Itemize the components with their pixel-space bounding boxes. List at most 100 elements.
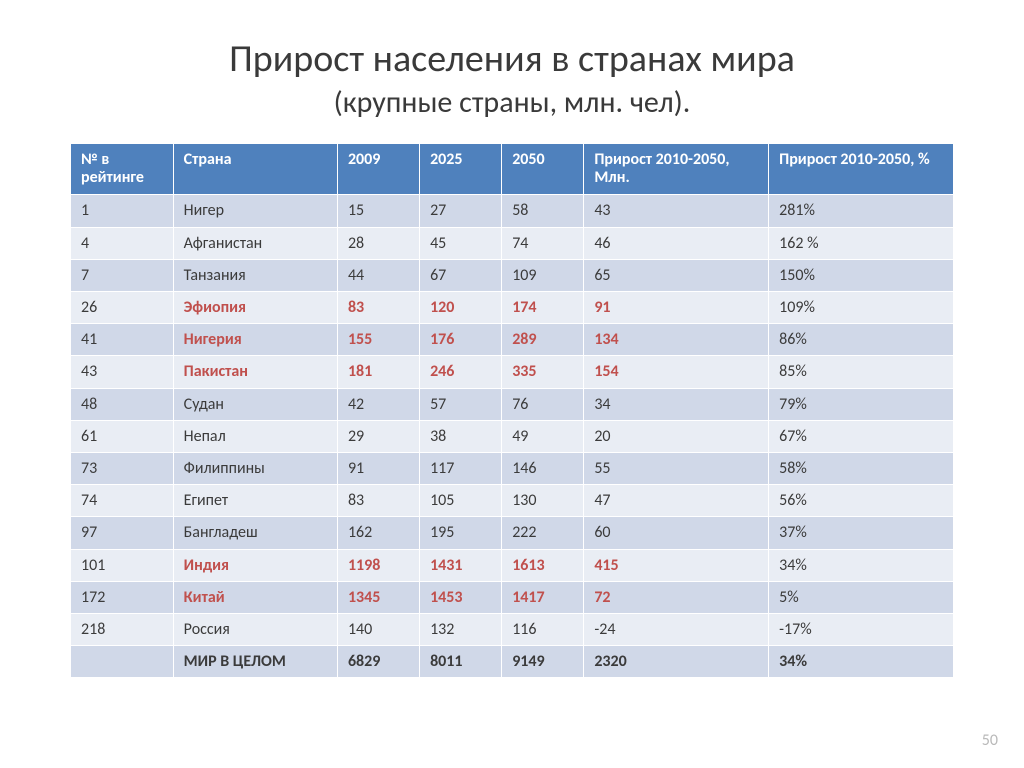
cell: 34%	[769, 646, 954, 678]
cell: Нигерия	[173, 324, 337, 356]
table-row: 1Нигер15275843281%	[71, 195, 954, 227]
cell: 28	[337, 227, 419, 259]
cell: 46	[584, 227, 769, 259]
cell: 162 %	[769, 227, 954, 259]
col-2025: 2025	[420, 143, 502, 195]
cell: Россия	[173, 613, 337, 645]
cell: 34	[584, 388, 769, 420]
cell: 37%	[769, 517, 954, 549]
cell: 4	[71, 227, 174, 259]
cell: 97	[71, 517, 174, 549]
slide-title: Прирост населения в странах мира	[70, 38, 954, 82]
cell: 74	[502, 227, 584, 259]
cell: 195	[420, 517, 502, 549]
cell: 176	[420, 324, 502, 356]
table-row: 43Пакистан18124633515485%	[71, 356, 954, 388]
cell: 67%	[769, 420, 954, 452]
col-2050: 2050	[502, 143, 584, 195]
cell: 76	[502, 388, 584, 420]
cell: 222	[502, 517, 584, 549]
cell: Филиппины	[173, 452, 337, 484]
table-row: 74Египет831051304756%	[71, 485, 954, 517]
cell: 101	[71, 549, 174, 581]
cell: 172	[71, 581, 174, 613]
cell: 48	[71, 388, 174, 420]
cell: 61	[71, 420, 174, 452]
cell: 150%	[769, 259, 954, 291]
cell: Афганистан	[173, 227, 337, 259]
col-growth-mln: Прирост 2010-2050, Млн.	[584, 143, 769, 195]
cell: 289	[502, 324, 584, 356]
cell: 49	[502, 420, 584, 452]
cell: 9149	[502, 646, 584, 678]
cell: 1	[71, 195, 174, 227]
cell: 1198	[337, 549, 419, 581]
cell: 6829	[337, 646, 419, 678]
cell: 132	[420, 613, 502, 645]
cell: 65	[584, 259, 769, 291]
cell: 146	[502, 452, 584, 484]
cell	[71, 646, 174, 678]
cell: 415	[584, 549, 769, 581]
cell: 105	[420, 485, 502, 517]
cell: 109	[502, 259, 584, 291]
cell: 5%	[769, 581, 954, 613]
cell: 60	[584, 517, 769, 549]
cell: 281%	[769, 195, 954, 227]
cell: 57	[420, 388, 502, 420]
cell: 38	[420, 420, 502, 452]
table-row: 172Китай134514531417725%	[71, 581, 954, 613]
table-total-row: МИР В ЦЕЛОМ682980119149232034%	[71, 646, 954, 678]
table-row: 26Эфиопия8312017491109%	[71, 292, 954, 324]
cell: 1417	[502, 581, 584, 613]
cell: 58	[502, 195, 584, 227]
table-row: 41Нигерия15517628913486%	[71, 324, 954, 356]
cell: 154	[584, 356, 769, 388]
table-row: 218Россия140132116-24-17%	[71, 613, 954, 645]
slide-subtitle: (крупные страны, млн. чел).	[70, 84, 954, 121]
cell: 109%	[769, 292, 954, 324]
table-row: 61Непал2938492067%	[71, 420, 954, 452]
table-row: 4Афганистан28457446162 %	[71, 227, 954, 259]
cell: Эфиопия	[173, 292, 337, 324]
cell: 45	[420, 227, 502, 259]
cell: 218	[71, 613, 174, 645]
table-body: 1Нигер15275843281%4Афганистан28457446162…	[71, 195, 954, 678]
page-number: 50	[982, 731, 998, 750]
cell: 174	[502, 292, 584, 324]
cell: 140	[337, 613, 419, 645]
cell: 83	[337, 292, 419, 324]
col-country: Страна	[173, 143, 337, 195]
cell: Непал	[173, 420, 337, 452]
population-growth-table: № в рейтинге Страна 2009 2025 2050 Приро…	[70, 143, 954, 679]
cell: 43	[71, 356, 174, 388]
cell: 91	[584, 292, 769, 324]
cell: 1431	[420, 549, 502, 581]
cell: 120	[420, 292, 502, 324]
cell: 116	[502, 613, 584, 645]
cell: 41	[71, 324, 174, 356]
table-header-row: № в рейтинге Страна 2009 2025 2050 Приро…	[71, 143, 954, 195]
cell: 1345	[337, 581, 419, 613]
cell: 42	[337, 388, 419, 420]
cell: Китай	[173, 581, 337, 613]
cell: 130	[502, 485, 584, 517]
table-row: 48Судан4257763479%	[71, 388, 954, 420]
cell: 34%	[769, 549, 954, 581]
col-2009: 2009	[337, 143, 419, 195]
cell: Судан	[173, 388, 337, 420]
cell: 43	[584, 195, 769, 227]
cell: Танзания	[173, 259, 337, 291]
cell: 47	[584, 485, 769, 517]
cell: 155	[337, 324, 419, 356]
table-row: 73Филиппины911171465558%	[71, 452, 954, 484]
cell: 86%	[769, 324, 954, 356]
slide: Прирост населения в странах мира (крупны…	[0, 0, 1024, 768]
cell: 1613	[502, 549, 584, 581]
cell: Египет	[173, 485, 337, 517]
table-row: 7Танзания446710965150%	[71, 259, 954, 291]
cell: 1453	[420, 581, 502, 613]
cell: 7	[71, 259, 174, 291]
cell: 27	[420, 195, 502, 227]
cell: 67	[420, 259, 502, 291]
